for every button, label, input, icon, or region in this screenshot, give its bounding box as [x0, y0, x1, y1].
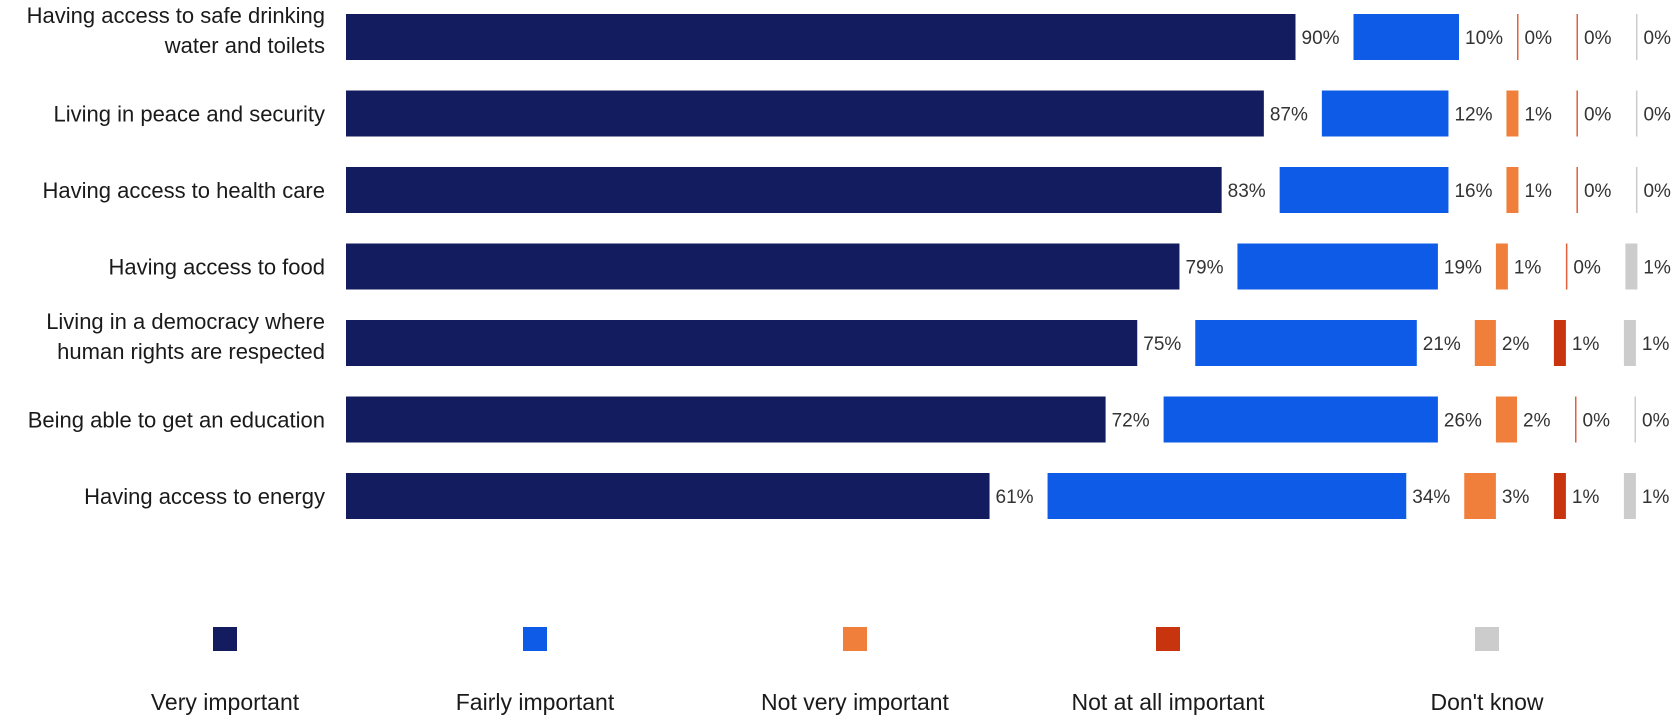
value-label: 0%: [1584, 28, 1612, 49]
value-label: 1%: [1642, 334, 1670, 355]
category-label-line: water and toilets: [164, 33, 325, 58]
category-label-line: Having access to safe drinking: [27, 3, 325, 28]
category-label: Living in peace and security: [54, 102, 326, 127]
legend-label: Very important: [151, 689, 300, 715]
value-label: 0%: [1525, 28, 1553, 49]
category-label: Being able to get an education: [28, 408, 325, 433]
value-label: 16%: [1454, 181, 1492, 202]
legend-label: Don't know: [1430, 689, 1543, 715]
value-label: 1%: [1572, 487, 1600, 508]
legend-swatch: [843, 627, 867, 651]
category-label-line: Living in a democracy where: [46, 309, 325, 334]
category-label: Living in a democracy where human rights …: [46, 309, 325, 364]
bar-segment: [1495, 243, 1508, 290]
value-label: 12%: [1454, 105, 1492, 126]
value-label: 1%: [1642, 487, 1670, 508]
bar-segment: [346, 14, 1296, 60]
bar-segment: [1623, 320, 1636, 366]
value-label: 72%: [1112, 411, 1150, 432]
bar-segment: [1237, 243, 1438, 290]
bar-segment: [1635, 90, 1638, 137]
bar-segment: [1623, 473, 1636, 519]
value-label: 75%: [1143, 334, 1181, 355]
category-label: Having access to safe drinking water and …: [27, 3, 325, 58]
bar-segment: [1565, 243, 1568, 290]
category-label: Having access to energy: [84, 484, 325, 509]
value-label: 34%: [1412, 487, 1450, 508]
bar-segment: [1517, 14, 1519, 60]
value-label: 21%: [1423, 334, 1461, 355]
legend-label: Not at all important: [1071, 689, 1265, 715]
bar-segment: [1553, 473, 1566, 519]
legend-swatch: [523, 627, 547, 651]
bar-segment: [1635, 167, 1638, 213]
value-label: 26%: [1444, 411, 1482, 432]
bar-segment: [1576, 167, 1578, 213]
value-label: 1%: [1524, 181, 1552, 202]
value-label: 87%: [1270, 105, 1308, 126]
bar-segment: [346, 167, 1222, 213]
bar-segment: [346, 90, 1264, 137]
bar-segment: [346, 473, 990, 519]
value-label: 19%: [1444, 258, 1482, 279]
category-label: Having access to food: [109, 255, 325, 280]
value-label: 90%: [1302, 28, 1340, 49]
bar-segment: [1047, 473, 1407, 519]
bar-segment: [1636, 14, 1638, 60]
value-label: 0%: [1573, 258, 1601, 279]
value-label: 1%: [1572, 334, 1600, 355]
category-label: Having access to health care: [43, 178, 326, 203]
bar-segment: [1506, 167, 1519, 213]
value-label: 0%: [1644, 28, 1672, 49]
value-label: 10%: [1465, 28, 1503, 49]
value-label: 1%: [1643, 258, 1671, 279]
value-label: 0%: [1584, 181, 1612, 202]
bar-segment: [1353, 14, 1459, 60]
bar-segment: [1495, 396, 1517, 443]
value-label: 3%: [1502, 487, 1530, 508]
value-label: 0%: [1583, 411, 1611, 432]
value-label: 0%: [1643, 181, 1671, 202]
bar-segment: [1553, 320, 1566, 366]
legend-swatch: [1156, 627, 1180, 651]
value-label: 83%: [1228, 181, 1266, 202]
value-label: 2%: [1502, 334, 1530, 355]
value-label: 0%: [1643, 105, 1671, 126]
bar-segment: [1163, 396, 1438, 443]
legend-label: Not very important: [761, 689, 950, 715]
value-label: 1%: [1524, 105, 1552, 126]
value-label: 1%: [1514, 258, 1542, 279]
bar-segment: [1279, 167, 1449, 213]
bar-segment: [1506, 90, 1519, 137]
value-label: 2%: [1523, 411, 1551, 432]
bar-segment: [1634, 396, 1636, 443]
bar-segment: [1321, 90, 1449, 137]
bar-segment: [1195, 320, 1417, 366]
bar-segment: [346, 320, 1138, 366]
bar-segment: [1576, 14, 1578, 60]
legend-label: Fairly important: [456, 689, 615, 715]
bar-segment: [1474, 320, 1496, 366]
bar-segment: [1576, 90, 1578, 137]
bar-segment: [1575, 396, 1577, 443]
legend-swatch: [1475, 627, 1499, 651]
value-label: 0%: [1642, 411, 1670, 432]
value-label: 0%: [1584, 105, 1612, 126]
bar-segment: [1464, 473, 1496, 519]
legend-swatch: [213, 627, 237, 651]
category-label-line: human rights are respected: [57, 339, 325, 364]
bar-segment: [346, 396, 1106, 443]
value-label: 79%: [1185, 258, 1223, 279]
bar-segment: [1625, 243, 1638, 290]
value-label: 61%: [996, 487, 1034, 508]
bar-segment: [346, 243, 1180, 290]
